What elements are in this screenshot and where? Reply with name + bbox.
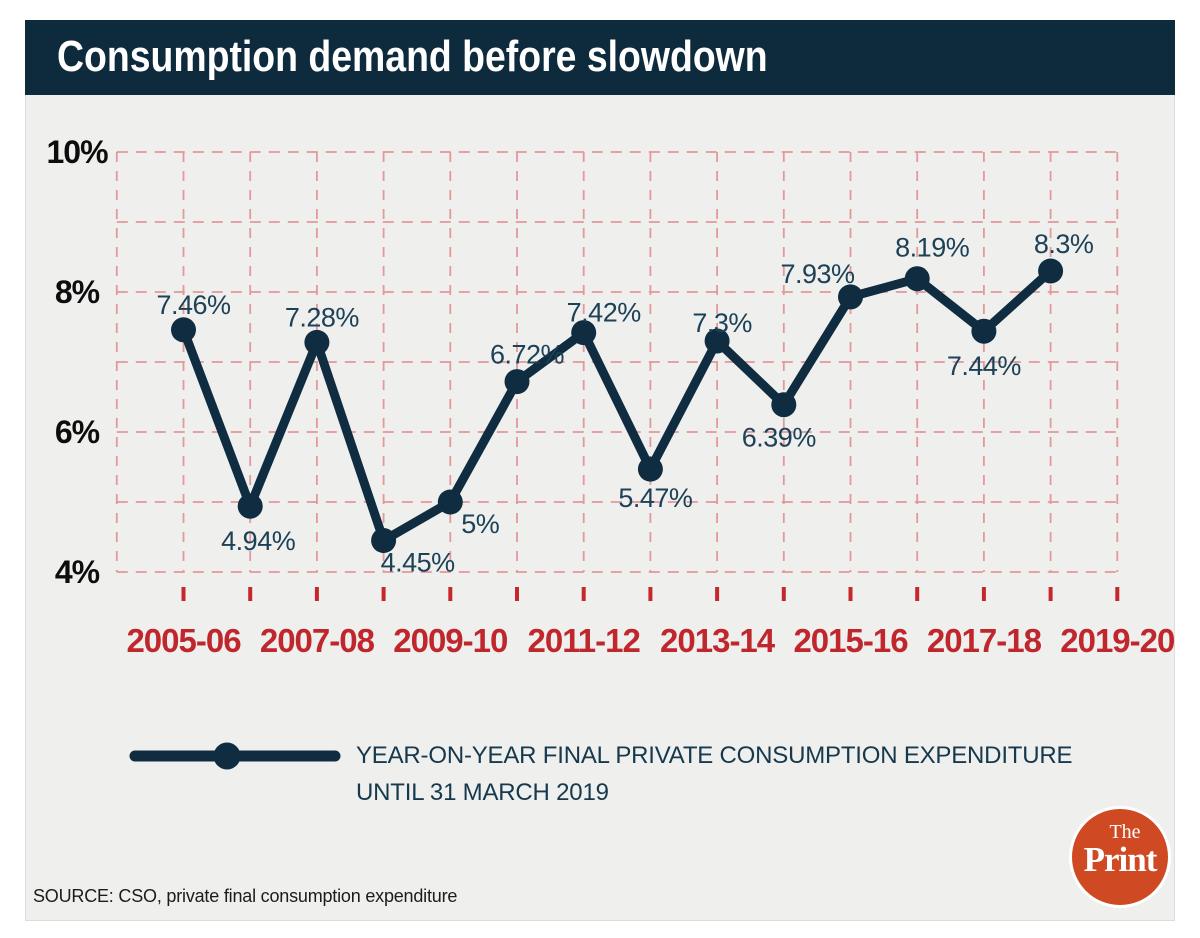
- chart-panel: [25, 20, 1175, 921]
- data-point: [437, 489, 463, 515]
- data-point-label: 7.44%: [947, 351, 1022, 381]
- x-axis-label: 2017-18: [927, 622, 1042, 659]
- data-point-label: 7.3%: [692, 308, 752, 338]
- data-point: [371, 528, 397, 553]
- data-point: [637, 456, 663, 482]
- data-point-label: 7.42%: [567, 298, 642, 328]
- legend-label-line1: YEAR-ON-YEAR FINAL PRIVATE CONSUMPTION E…: [356, 742, 1073, 769]
- x-axis-label: 2013-14: [660, 622, 776, 659]
- page-title: Consumption demand before slowdown: [57, 32, 768, 81]
- data-point: [704, 328, 730, 354]
- data-point: [171, 317, 196, 343]
- title-bar: Consumption demand before slowdown: [25, 20, 1175, 95]
- data-point: [771, 392, 797, 418]
- data-point: [504, 369, 530, 395]
- x-axis-label: 2015-16: [793, 622, 908, 659]
- x-axis-label: 2019-20: [1060, 622, 1174, 659]
- theprint-logo: The Print: [1069, 806, 1171, 908]
- data-point-label: 8.3%: [1034, 229, 1094, 259]
- data-point-label: 6.39%: [742, 423, 817, 453]
- logo-text-print: Print: [1083, 840, 1158, 879]
- y-axis-label: 6%: [55, 414, 100, 450]
- x-axis-label: 2007-08: [260, 622, 375, 659]
- data-point-label: 5%: [461, 509, 500, 539]
- data-point-label: 4.94%: [221, 526, 296, 556]
- data-point-label: 7.46%: [156, 290, 231, 320]
- source-note: SOURCE: CSO, private final consumption e…: [33, 886, 458, 906]
- legend: YEAR-ON-YEAR FINAL PRIVATE CONSUMPTION E…: [128, 737, 1073, 811]
- data-point-label: 7.93%: [780, 259, 855, 289]
- data-point: [237, 493, 263, 519]
- line-dot-legend-icon: [129, 742, 341, 770]
- legend-label: YEAR-ON-YEAR FINAL PRIVATE CONSUMPTION E…: [356, 737, 1073, 811]
- data-point: [1038, 258, 1064, 284]
- x-axis-label: 2011-12: [528, 622, 641, 659]
- logo-text-the: The: [1109, 821, 1141, 843]
- y-axis-label: 10%: [46, 134, 108, 170]
- data-point: [971, 318, 997, 344]
- data-point-label: 7.28%: [285, 302, 360, 332]
- x-axis-label: 2009-10: [393, 622, 507, 659]
- data-point-label: 8.19%: [895, 233, 970, 263]
- data-point: [838, 284, 863, 310]
- data-point-label: 5.47%: [618, 483, 693, 513]
- legend-label-line2: UNTIL 31 MARCH 2019: [356, 779, 609, 806]
- data-point: [304, 329, 330, 355]
- data-point: [904, 266, 930, 292]
- data-point-label: 6.72%: [490, 340, 565, 370]
- x-axis-label: 2005-06: [126, 622, 241, 659]
- data-point: [571, 320, 597, 346]
- y-axis-label: 4%: [55, 554, 100, 590]
- y-axis-label: 8%: [55, 274, 100, 310]
- data-point-label: 4.45%: [381, 548, 456, 578]
